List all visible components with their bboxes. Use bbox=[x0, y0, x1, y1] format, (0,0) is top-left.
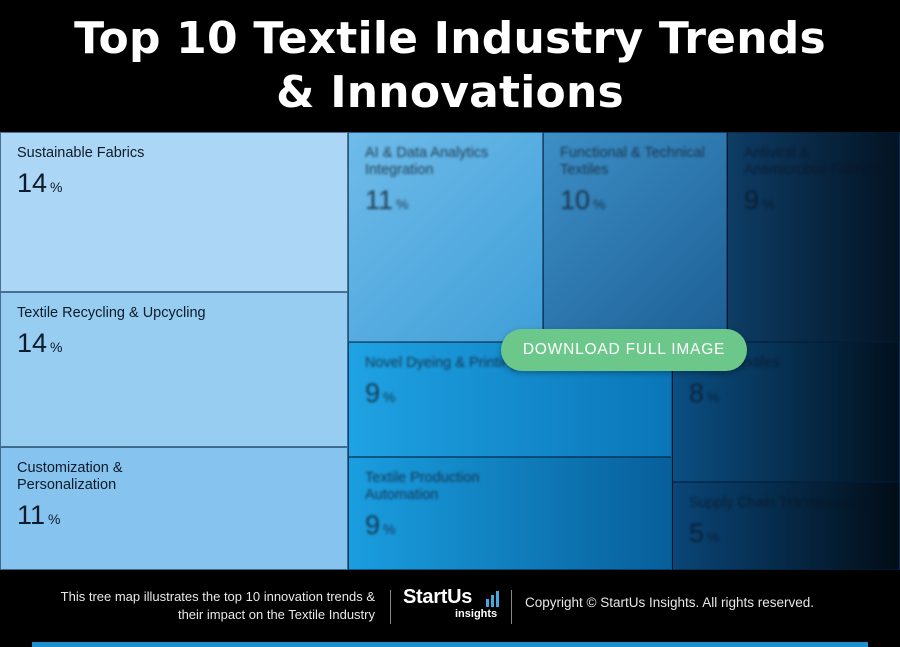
tile-ai-data-analytics: AI & Data Analytics Integration 11% bbox=[348, 132, 543, 342]
startus-insights-logo[interactable]: StartUs insights bbox=[403, 586, 503, 626]
bar-chart-icon bbox=[486, 591, 499, 607]
tile-value: 14% bbox=[17, 168, 63, 198]
page-title: Top 10 Textile Industry Trends & Innovat… bbox=[74, 12, 826, 120]
title-line-2: & Innovations bbox=[276, 67, 624, 118]
tile-value: 10% bbox=[560, 185, 606, 215]
tile-production-automation: Textile Production Automation 9% bbox=[348, 457, 672, 570]
tile-label: Sustainable Fabrics bbox=[17, 145, 145, 161]
tile-label: Textile Recycling & Upcycling bbox=[17, 305, 206, 321]
divider bbox=[511, 590, 512, 624]
tile-label: Textile Production Automation bbox=[365, 470, 480, 503]
tile-label: Supply Chain Transparency bbox=[689, 495, 868, 511]
footer: This tree map illustrates the top 10 inn… bbox=[0, 570, 900, 647]
tile-value: 14% bbox=[17, 328, 63, 358]
tile-value: 9% bbox=[365, 378, 396, 408]
tile-value: 8% bbox=[689, 378, 720, 408]
header: Top 10 Textile Industry Trends & Innovat… bbox=[0, 0, 900, 132]
tile-label: Customization & Personalization bbox=[17, 460, 123, 493]
tile-customization: Customization & Personalization 11% bbox=[0, 447, 348, 570]
divider bbox=[390, 590, 391, 624]
tile-value: 11% bbox=[17, 500, 61, 530]
tile-supply-chain: Supply Chain Transparency 5% bbox=[672, 482, 900, 570]
tile-textile-recycling: Textile Recycling & Upcycling 14% bbox=[0, 292, 348, 447]
tile-functional-textiles: Functional & Technical Textiles 10% bbox=[543, 132, 727, 342]
logo-sub: insights bbox=[455, 608, 498, 620]
bottom-bar bbox=[32, 642, 868, 647]
copyright: Copyright © StartUs Insights. All rights… bbox=[525, 595, 815, 610]
tile-label: AI & Data Analytics Integration bbox=[365, 145, 489, 178]
tile-value: 11% bbox=[365, 185, 409, 215]
tile-value: 5% bbox=[689, 518, 720, 548]
tile-antiviral-fabrics: Antiviral & Antimicrobial Fabrics 9% bbox=[727, 132, 900, 342]
tile-sustainable-fabrics: Sustainable Fabrics 14% bbox=[0, 132, 348, 292]
tile-label: Novel Dyeing & Printing bbox=[365, 355, 519, 371]
tile-label: Antiviral & Antimicrobial Fabrics bbox=[744, 145, 879, 178]
tile-value: 9% bbox=[744, 185, 775, 215]
footer-caption: This tree map illustrates the top 10 inn… bbox=[60, 589, 375, 622]
tile-value: 9% bbox=[365, 510, 396, 540]
title-line-1: Top 10 Textile Industry Trends bbox=[74, 13, 826, 64]
tile-label: Functional & Technical Textiles bbox=[560, 145, 705, 178]
download-full-image-button[interactable]: DOWNLOAD FULL IMAGE bbox=[501, 329, 747, 371]
treemap: Sustainable Fabrics 14% Textile Recyclin… bbox=[0, 132, 900, 570]
logo-brand: StartUs bbox=[403, 586, 473, 608]
